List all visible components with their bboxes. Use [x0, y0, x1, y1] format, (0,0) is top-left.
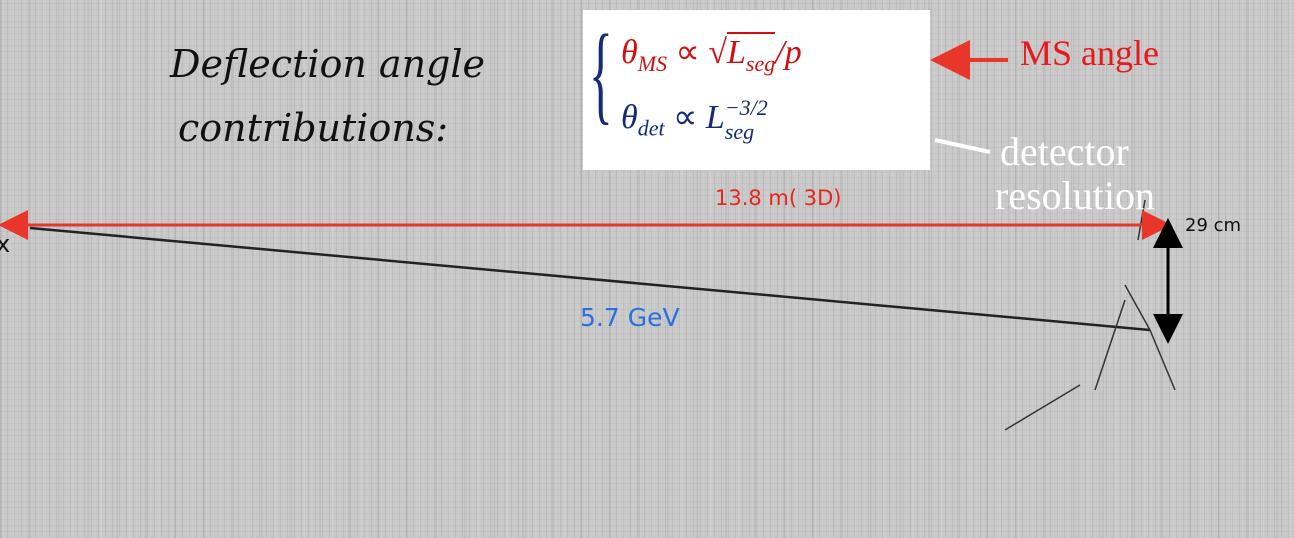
symbol: L [705, 98, 725, 136]
subscript: det [637, 115, 665, 141]
detector-label: resolution [995, 173, 1155, 218]
heading: Deflection angle [170, 42, 486, 86]
symbol: L [727, 34, 746, 71]
symbol: θ [621, 98, 638, 136]
superscript: −3/2 [724, 95, 768, 120]
track [29, 226, 1151, 332]
secondary-tracks [1004, 199, 1176, 431]
heading: contributions: [178, 106, 449, 150]
length-label: 13.8 m( 3D) [715, 186, 842, 210]
symbol: /p [775, 34, 802, 71]
edge-mark: x [0, 230, 11, 258]
offset-label: 29 cm [1185, 215, 1242, 236]
symbol: θ [621, 34, 638, 71]
subscript: MS [637, 50, 668, 76]
subscript: seg [745, 50, 776, 76]
formula-line: θdet ∝ L −3/2 seg [621, 96, 768, 144]
brace: { [589, 12, 613, 134]
detector-pointer [934, 138, 991, 154]
detector-label: detector [1000, 129, 1129, 174]
subscript: seg [724, 119, 755, 144]
relation: ∝ [673, 98, 698, 136]
relation: ∝ [675, 34, 700, 71]
energy-label: 5.7 GeV [580, 303, 680, 332]
formula-line: θMS ∝ √Lseg/p [621, 32, 802, 76]
ms-angle-label: MS angle [1020, 33, 1159, 73]
formula-box: { θMS ∝ √Lseg/p θdet ∝ L −3/2 seg [583, 10, 930, 170]
